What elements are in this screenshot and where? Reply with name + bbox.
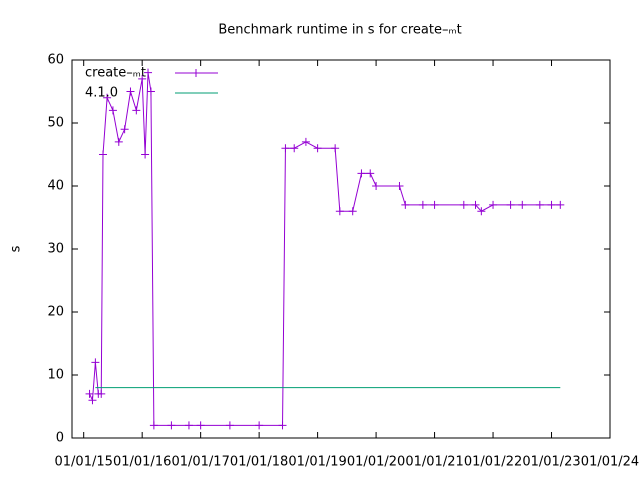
point-marker (357, 169, 366, 178)
point-marker (418, 200, 427, 209)
point-marker (372, 182, 381, 190)
point-marker (459, 200, 468, 209)
point-marker (146, 87, 155, 96)
y-tick-label: 10 (47, 368, 64, 383)
x-tick-label: 01/01/22 (464, 455, 522, 470)
point-marker (471, 200, 480, 209)
point-marker (144, 68, 153, 77)
point-marker (85, 389, 94, 398)
x-tick-label: 01/01/20 (347, 455, 405, 470)
point-marker (184, 421, 193, 430)
point-marker (120, 125, 129, 134)
point-marker (506, 200, 515, 209)
point-marker (518, 200, 527, 209)
point-marker (313, 144, 322, 153)
point-marker (97, 389, 106, 398)
x-tick-label: 01/01/19 (288, 455, 346, 470)
point-marker (278, 421, 287, 430)
y-tick-label: 60 (47, 53, 64, 68)
point-marker (331, 144, 340, 153)
x-tick-label: 01/01/23 (522, 455, 580, 470)
legend-marker (192, 69, 200, 77)
point-marker (401, 200, 410, 209)
point-marker (141, 150, 150, 159)
legend-label: create–ₘt (85, 66, 146, 81)
point-marker (477, 207, 486, 216)
point-marker (395, 182, 404, 190)
point-marker (281, 144, 290, 153)
y-tick-label: 30 (47, 242, 64, 257)
y-tick-label: 0 (56, 431, 64, 446)
x-tick-label: 01/01/15 (55, 455, 113, 470)
point-marker (430, 200, 439, 209)
point-marker (138, 74, 147, 83)
x-tick-label: 01/01/18 (230, 455, 288, 470)
y-tick-label: 40 (47, 179, 64, 194)
x-tick-label: 01/01/17 (171, 455, 229, 470)
point-marker (547, 200, 556, 209)
point-marker (103, 93, 112, 102)
point-marker (108, 106, 117, 115)
point-marker (556, 200, 565, 209)
y-axis-label: s (9, 245, 24, 252)
point-marker (535, 200, 544, 209)
x-tick-label: 01/01/21 (405, 455, 463, 470)
y-tick-label: 50 (47, 116, 64, 131)
point-marker (149, 421, 158, 430)
point-marker (301, 137, 310, 146)
point-marker (196, 421, 205, 430)
point-marker (225, 421, 234, 430)
y-tick-label: 20 (47, 305, 64, 320)
legend-label: 4.1.0 (85, 86, 118, 101)
point-marker (335, 207, 344, 216)
point-marker (98, 150, 107, 159)
point-marker (255, 421, 264, 430)
point-marker (489, 200, 498, 209)
series-line (89, 72, 561, 426)
point-marker (132, 106, 141, 115)
chart-title: Benchmark runtime in s for create–ₘt (218, 23, 461, 38)
point-marker (91, 358, 100, 367)
point-marker (366, 169, 375, 178)
x-tick-label: 01/01/16 (113, 455, 171, 470)
point-marker (88, 396, 97, 405)
x-tick-label: 01/01/24 (581, 455, 639, 470)
point-marker (290, 144, 299, 153)
point-marker (348, 207, 357, 216)
point-marker (167, 421, 176, 430)
point-marker (126, 87, 135, 96)
point-marker (114, 137, 123, 146)
